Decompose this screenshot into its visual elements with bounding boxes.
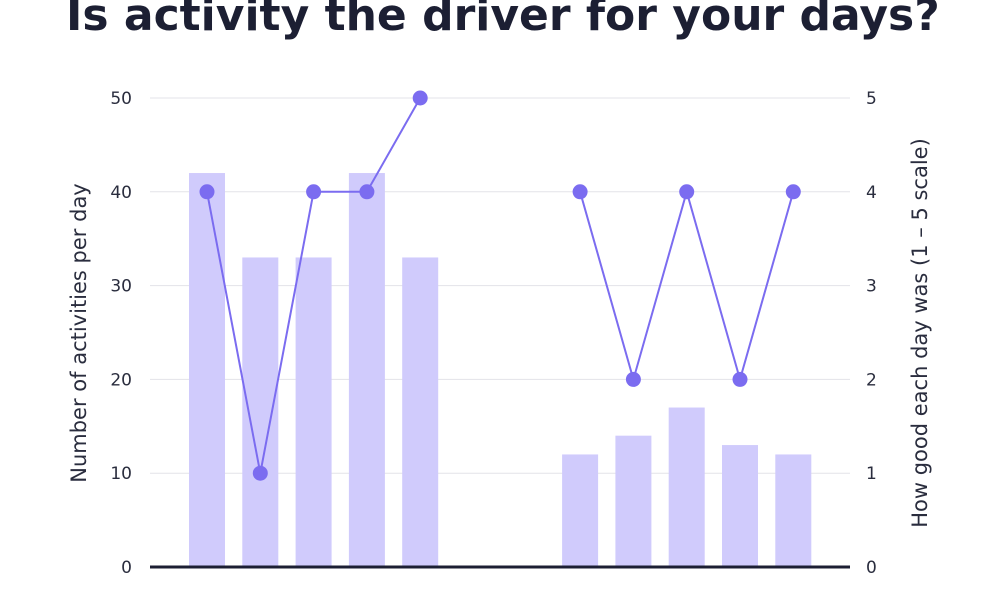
line-point xyxy=(306,184,322,200)
y-tick-right: 0 xyxy=(866,558,877,578)
line-point xyxy=(732,371,748,387)
x-tick: Sun xyxy=(511,598,543,600)
x-tick: Fri xyxy=(410,598,430,600)
right-y-ticks: 0 1 2 3 4 5 xyxy=(866,89,877,578)
line-point xyxy=(199,184,215,200)
bar xyxy=(668,407,705,567)
bar xyxy=(189,173,225,568)
bar xyxy=(402,257,439,567)
y-tick-right: 3 xyxy=(866,277,877,297)
bar xyxy=(722,445,758,567)
x-tick: Tue xyxy=(245,598,275,600)
y-tick-left: 20 xyxy=(110,370,132,390)
line-point xyxy=(679,184,695,200)
y-tick-left: 50 xyxy=(110,89,132,109)
line-point xyxy=(359,184,375,200)
y-tick-right: 1 xyxy=(866,464,877,484)
x-tick: Fri xyxy=(783,598,803,600)
y-tick-right: 5 xyxy=(866,89,877,109)
bar xyxy=(562,454,599,567)
line-point xyxy=(572,184,588,200)
line-point xyxy=(412,90,428,106)
line-point xyxy=(252,465,268,481)
bar xyxy=(295,257,332,567)
chart-title: Is activity the driver for your days? xyxy=(66,0,940,41)
x-ticks: Mon Tue Wed Thu Fri Sat Sun Mon Tue Wed Thu Fri xyxy=(189,598,803,600)
line-point xyxy=(785,184,801,200)
line-point xyxy=(625,371,641,387)
y-tick-left: 30 xyxy=(110,277,132,297)
bar-series xyxy=(189,173,812,568)
y-tick-left: 40 xyxy=(110,183,132,203)
bar xyxy=(775,454,812,567)
y-tick-left: 0 xyxy=(121,558,132,578)
x-tick: Thu xyxy=(350,598,383,600)
bar xyxy=(615,435,652,567)
y-tick-right: 4 xyxy=(866,183,877,203)
bar xyxy=(348,173,385,568)
x-tick: Sat xyxy=(460,598,488,600)
y-axis-label-right: How good each day was (1 – 5 scale) xyxy=(908,138,932,528)
x-tick: Mon xyxy=(189,598,225,600)
left-y-ticks: 0 10 20 30 40 50 xyxy=(110,89,132,578)
bar xyxy=(242,257,279,567)
x-tick: Tue xyxy=(618,598,648,600)
y-tick-left: 10 xyxy=(110,464,132,484)
x-tick: Mon xyxy=(562,598,598,600)
x-tick: Thu xyxy=(723,598,756,600)
y-axis-label-left: Number of activities per day xyxy=(67,183,91,483)
line-series xyxy=(199,90,801,481)
x-tick: Wed xyxy=(668,598,705,600)
x-tick: Wed xyxy=(295,598,332,600)
y-tick-right: 2 xyxy=(866,370,877,390)
